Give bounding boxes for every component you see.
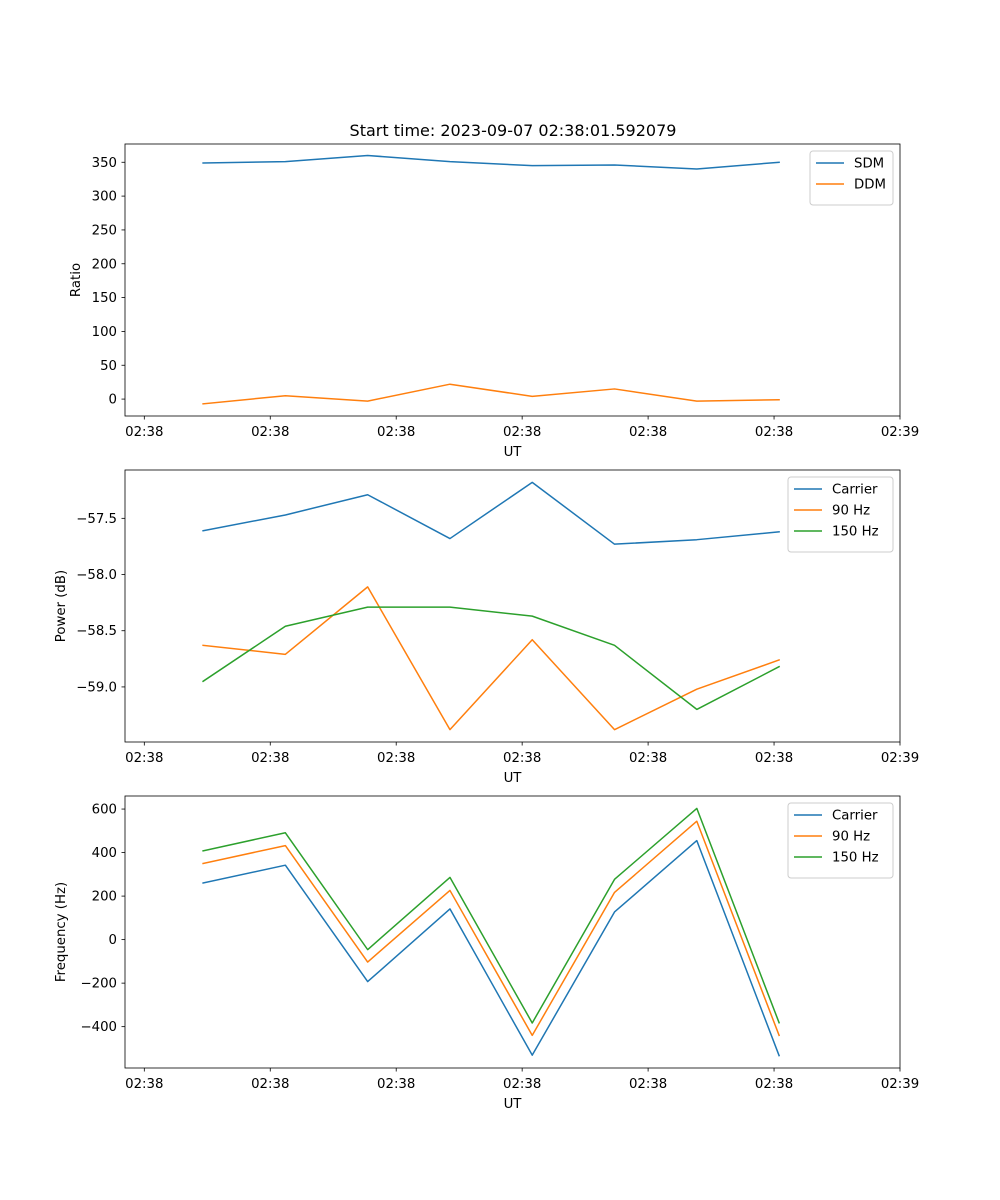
x-tick-label: 02:38	[755, 751, 793, 766]
y-axis-label: Ratio	[69, 263, 84, 297]
x-tick-label: 02:38	[125, 1077, 163, 1092]
legend-label: DDM	[854, 178, 886, 193]
legend-box	[787, 802, 894, 879]
legend-label: 150 Hz	[832, 851, 879, 866]
series-line-carrier	[202, 839, 781, 1057]
y-tick-label: 250	[92, 223, 117, 238]
x-tick-label: 02:38	[377, 1077, 415, 1092]
axes-frame	[124, 469, 901, 743]
x-tick-label: 02:38	[755, 425, 793, 440]
y-tick-label: 300	[92, 190, 117, 205]
x-tick-label: 02:38	[755, 1077, 793, 1092]
y-tick-label: 0	[109, 393, 117, 408]
axes-frame	[124, 143, 901, 417]
y-tick-label: 400	[92, 846, 117, 861]
y-tick-label: 200	[92, 890, 117, 905]
x-axis-label: UT	[504, 771, 523, 786]
x-tick-label: 02:38	[503, 425, 541, 440]
legend: Carrier 90 Hz 150 Hz	[787, 802, 894, 879]
series-line-90-hz	[202, 586, 781, 731]
panel-2: 02:38 02:38 02:38 02:38 02:38 02:38 02:39 −59.0…	[54, 469, 919, 786]
legend-box	[787, 476, 894, 553]
legend-label: 150 Hz	[832, 525, 879, 540]
x-tick-label: 02:39	[881, 1077, 919, 1092]
series-line-90-hz	[202, 820, 781, 1037]
panels: 02:38 02:38 02:38 02:38 02:38 02:38 02:39 0 50 10…	[54, 143, 919, 1112]
figure-title: Start time: 2023-09-07 02:38:01.592079	[350, 121, 677, 140]
series-line-150-hz	[202, 606, 781, 711]
y-tick-label: 350	[92, 156, 117, 171]
legend-box	[809, 150, 894, 206]
x-tick-label: 02:38	[503, 751, 541, 766]
panel-3: 02:38 02:38 02:38 02:38 02:38 02:38 02:39 −400 −…	[54, 795, 919, 1112]
x-tick-label: 02:38	[629, 751, 667, 766]
y-tick-label: −200	[80, 977, 117, 992]
y-tick-label: −57.5	[76, 512, 117, 527]
x-axis-label: UT	[504, 1097, 523, 1112]
y-tick-label: 0	[109, 933, 117, 948]
legend-label: Carrier	[832, 483, 878, 498]
y-tick-label: 600	[92, 803, 117, 818]
series-line-carrier	[202, 481, 780, 545]
x-tick-label: 02:38	[251, 425, 289, 440]
x-tick-label: 02:38	[629, 1077, 667, 1092]
legend-label: Carrier	[832, 809, 878, 824]
y-tick-label: 200	[92, 257, 117, 272]
y-axis-label: Power (dB)	[54, 570, 69, 642]
y-tick-label: −400	[80, 1020, 117, 1035]
x-tick-label: 02:38	[251, 1077, 289, 1092]
axes-frame	[124, 795, 901, 1069]
series-line-ddm	[202, 383, 780, 405]
legend: SDM DDM	[809, 150, 894, 206]
legend-label: 90 Hz	[832, 504, 870, 519]
legend-label: SDM	[854, 157, 884, 172]
x-tick-label: 02:38	[503, 1077, 541, 1092]
y-tick-label: −58.0	[76, 568, 117, 583]
x-tick-label: 02:38	[125, 751, 163, 766]
panel-1: 02:38 02:38 02:38 02:38 02:38 02:38 02:39 0 50 10…	[69, 143, 919, 460]
x-tick-label: 02:38	[251, 751, 289, 766]
y-tick-label: −58.5	[76, 624, 117, 639]
x-tick-label: 02:38	[629, 425, 667, 440]
y-tick-label: 100	[92, 325, 117, 340]
series-line-sdm	[202, 154, 780, 170]
legend-label: 90 Hz	[832, 830, 870, 845]
y-axis-label: Frequency (Hz)	[54, 882, 69, 982]
legend: Carrier 90 Hz 150 Hz	[787, 476, 894, 553]
x-tick-label: 02:39	[881, 751, 919, 766]
x-axis-label: UT	[504, 445, 523, 460]
y-tick-label: −59.0	[76, 680, 117, 695]
x-tick-label: 02:38	[377, 751, 415, 766]
y-tick-label: 50	[100, 359, 117, 374]
y-tick-label: 150	[92, 291, 117, 306]
x-tick-label: 02:38	[377, 425, 415, 440]
x-tick-label: 02:39	[881, 425, 919, 440]
series-line-150-hz	[202, 807, 781, 1024]
x-tick-label: 02:38	[125, 425, 163, 440]
